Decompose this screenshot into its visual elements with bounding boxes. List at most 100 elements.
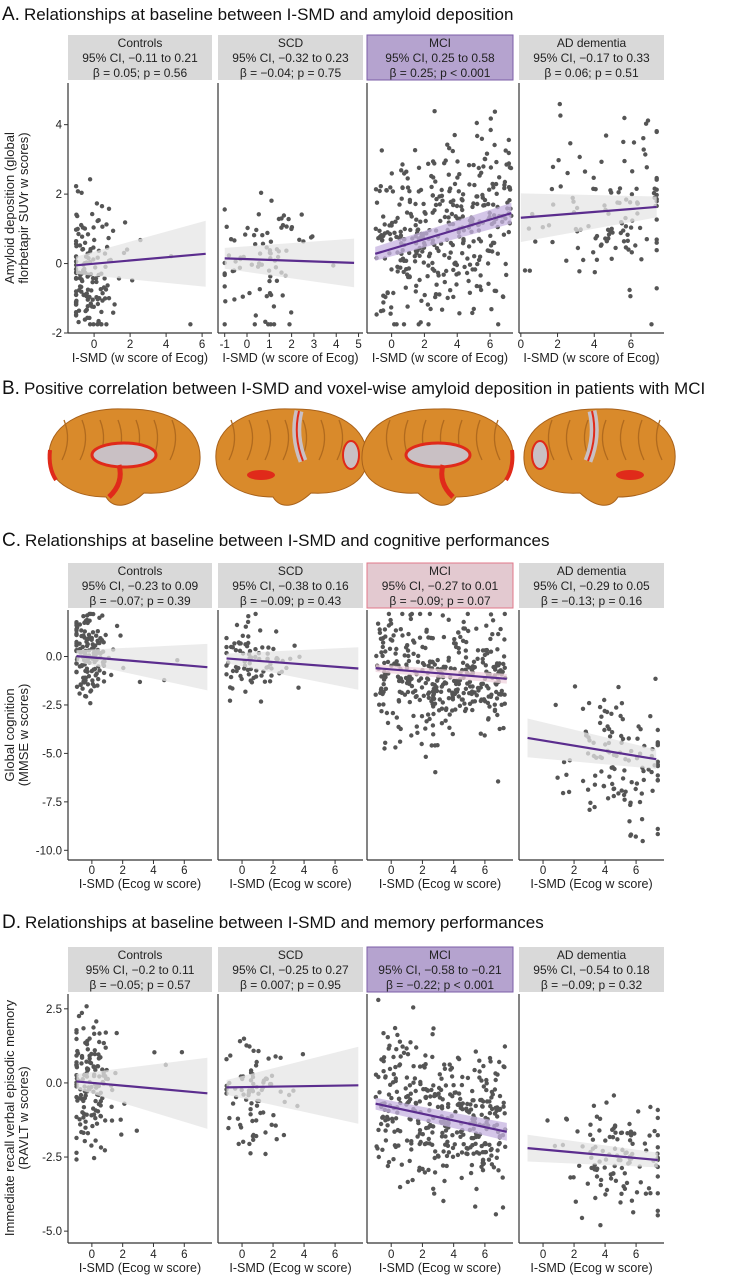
data-point — [451, 202, 456, 208]
data-point — [101, 679, 107, 684]
data-point — [253, 611, 258, 617]
data-point — [400, 185, 405, 191]
data-point — [92, 237, 97, 243]
data-point — [478, 287, 484, 293]
data-point — [385, 290, 390, 296]
data-point — [377, 702, 382, 707]
data-point — [507, 165, 513, 170]
data-point — [79, 234, 85, 239]
data-point — [80, 686, 85, 691]
regression-line — [375, 667, 507, 680]
data-point — [74, 669, 79, 674]
data-point — [491, 1165, 497, 1170]
data-point — [222, 284, 227, 289]
data-point — [403, 645, 409, 650]
data-point — [418, 320, 423, 325]
data-point — [429, 184, 434, 190]
data-point — [427, 1141, 432, 1146]
data-point — [396, 678, 402, 684]
data-point — [418, 219, 423, 224]
data-point — [87, 1036, 92, 1041]
data-point — [95, 1064, 101, 1069]
data-point — [384, 188, 389, 193]
data-point — [73, 275, 79, 281]
data-point — [266, 1056, 271, 1061]
data-point — [263, 319, 268, 324]
regression-line — [226, 1084, 359, 1089]
data-point — [405, 648, 411, 653]
data-point — [95, 322, 100, 327]
data-point — [443, 1134, 448, 1139]
data-point — [430, 260, 435, 266]
data-point — [439, 1076, 444, 1081]
panel-strip — [366, 946, 514, 993]
data-point — [407, 699, 412, 705]
data-point — [640, 838, 645, 844]
data-point — [445, 142, 450, 147]
data-point — [655, 762, 660, 767]
data-point — [152, 1050, 157, 1055]
data-point — [564, 258, 569, 263]
data-point — [654, 129, 659, 134]
data-point — [564, 772, 569, 777]
x-tick-label: 4 — [333, 339, 340, 351]
data-point — [456, 630, 461, 635]
data-point — [490, 618, 496, 623]
data-point — [101, 1040, 107, 1046]
data-point — [609, 765, 614, 770]
data-point — [248, 678, 253, 683]
strip-stat: β = −0.07; p = 0.39 — [89, 594, 191, 608]
data-point — [83, 1119, 88, 1124]
data-point — [74, 1114, 79, 1120]
data-point — [395, 215, 400, 221]
data-point — [649, 769, 654, 775]
data-point — [411, 1080, 416, 1085]
data-point — [622, 768, 627, 773]
data-point — [74, 626, 79, 632]
data-point — [598, 1177, 604, 1183]
data-point — [377, 1090, 382, 1095]
data-point — [408, 1040, 413, 1045]
data-point — [73, 184, 79, 189]
data-point — [597, 1116, 603, 1122]
data-point — [137, 679, 143, 685]
data-point — [79, 663, 85, 669]
data-point — [75, 189, 81, 194]
data-point — [580, 706, 586, 711]
data-point — [423, 754, 428, 759]
data-point — [456, 271, 461, 276]
data-point — [99, 309, 104, 315]
data-point — [471, 659, 477, 664]
data-point — [260, 241, 266, 246]
data-point — [642, 1141, 648, 1146]
data-point — [385, 1035, 390, 1040]
data-point — [420, 661, 426, 666]
data-point — [571, 1175, 576, 1180]
data-point — [461, 237, 466, 242]
data-point — [391, 1054, 396, 1060]
data-point — [419, 741, 424, 747]
data-point — [88, 701, 93, 706]
data-point — [427, 716, 432, 722]
data-point — [472, 1067, 477, 1073]
data-point — [607, 774, 612, 779]
x-tick-label: 6 — [628, 339, 634, 351]
data-point — [620, 776, 626, 781]
y-axis-label: Immediate recall verbal episodic memory(… — [2, 999, 31, 1236]
data-point — [628, 800, 633, 805]
data-point — [444, 1163, 449, 1169]
data-point — [599, 159, 604, 164]
data-point — [485, 248, 490, 253]
data-point — [425, 302, 431, 307]
data-point — [232, 238, 237, 243]
data-point — [378, 184, 383, 189]
data-point — [436, 1085, 442, 1091]
data-point — [577, 1163, 582, 1169]
data-point — [633, 243, 638, 248]
data-point — [655, 1107, 660, 1113]
data-point — [460, 251, 465, 256]
panel-strip — [218, 947, 363, 992]
data-point — [452, 132, 457, 138]
